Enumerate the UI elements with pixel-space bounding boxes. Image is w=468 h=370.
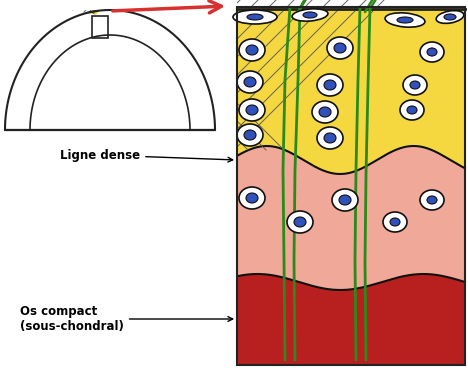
Ellipse shape xyxy=(332,189,358,211)
Ellipse shape xyxy=(324,133,336,143)
Ellipse shape xyxy=(246,45,258,55)
Bar xyxy=(92,16,108,38)
Ellipse shape xyxy=(407,106,417,114)
Ellipse shape xyxy=(324,80,336,90)
Ellipse shape xyxy=(390,218,400,226)
Ellipse shape xyxy=(312,101,338,123)
Polygon shape xyxy=(0,130,237,370)
Ellipse shape xyxy=(239,187,265,209)
Ellipse shape xyxy=(292,9,328,21)
Polygon shape xyxy=(237,274,465,365)
Ellipse shape xyxy=(246,193,258,203)
Ellipse shape xyxy=(436,11,464,23)
Ellipse shape xyxy=(247,14,263,20)
Polygon shape xyxy=(0,0,215,370)
Polygon shape xyxy=(5,0,237,370)
Polygon shape xyxy=(30,35,190,130)
Ellipse shape xyxy=(294,217,306,227)
Bar xyxy=(0,0,237,10)
Ellipse shape xyxy=(237,124,263,146)
Polygon shape xyxy=(237,7,465,174)
Ellipse shape xyxy=(403,75,427,95)
Ellipse shape xyxy=(287,211,313,233)
Ellipse shape xyxy=(246,105,258,115)
Ellipse shape xyxy=(334,43,346,53)
Ellipse shape xyxy=(239,99,265,121)
Polygon shape xyxy=(237,146,465,290)
Ellipse shape xyxy=(317,74,343,96)
Ellipse shape xyxy=(244,130,256,140)
Ellipse shape xyxy=(444,14,456,20)
Polygon shape xyxy=(5,10,215,130)
Ellipse shape xyxy=(303,12,317,18)
Ellipse shape xyxy=(383,212,407,232)
Ellipse shape xyxy=(239,39,265,61)
Ellipse shape xyxy=(385,13,425,27)
Ellipse shape xyxy=(420,190,444,210)
Ellipse shape xyxy=(410,81,420,89)
Ellipse shape xyxy=(397,17,413,23)
Ellipse shape xyxy=(400,100,424,120)
Ellipse shape xyxy=(319,107,331,117)
Ellipse shape xyxy=(327,37,353,59)
Ellipse shape xyxy=(233,10,277,24)
Text: Os compact
(sous-chondral): Os compact (sous-chondral) xyxy=(20,305,233,333)
Ellipse shape xyxy=(420,42,444,62)
Text: Ligne dense: Ligne dense xyxy=(60,148,233,162)
Ellipse shape xyxy=(244,77,256,87)
Ellipse shape xyxy=(237,71,263,93)
Ellipse shape xyxy=(427,196,437,204)
Ellipse shape xyxy=(427,48,437,56)
Ellipse shape xyxy=(339,195,351,205)
Bar xyxy=(237,7,465,365)
Ellipse shape xyxy=(317,127,343,149)
